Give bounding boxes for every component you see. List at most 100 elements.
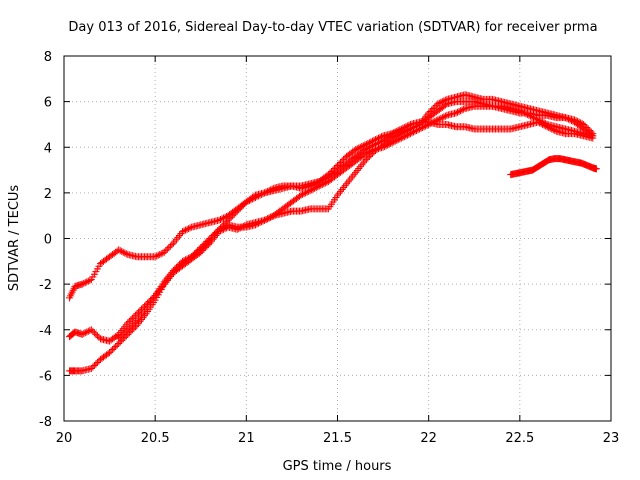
data-point: [180, 257, 188, 265]
data-point: [162, 247, 170, 255]
data-point: [259, 217, 267, 225]
data-point: [247, 196, 255, 204]
data-point: [229, 212, 237, 220]
data-point: [335, 189, 343, 197]
data-point: [221, 219, 229, 227]
data-point: [133, 310, 141, 318]
data-point: [343, 180, 351, 188]
data-point: [353, 145, 361, 153]
data-point: [349, 172, 357, 180]
data-point: [267, 186, 275, 194]
data-point: [264, 215, 272, 223]
data-point: [81, 279, 89, 287]
data-point: [352, 146, 360, 154]
data-point: [356, 143, 364, 151]
data-point: [253, 220, 261, 228]
data-point: [344, 178, 352, 186]
data-point: [244, 197, 252, 205]
data-point: [350, 170, 358, 178]
data-point: [577, 119, 585, 127]
data-points: [65, 91, 600, 375]
data-point: [575, 118, 583, 126]
data-point: [355, 144, 363, 152]
data-point: [93, 332, 101, 340]
data-point: [236, 204, 244, 212]
data-point: [78, 330, 86, 338]
data-point: [589, 130, 597, 138]
data-point: [200, 243, 208, 251]
data-point: [118, 332, 126, 340]
data-point: [122, 321, 130, 329]
data-point: [356, 163, 364, 171]
data-point: [251, 193, 259, 201]
data-point: [182, 256, 190, 264]
data-point: [256, 191, 264, 199]
data-point: [258, 218, 266, 226]
data-point: [361, 157, 369, 165]
data-point: [251, 221, 259, 229]
data-point: [166, 242, 174, 250]
series-E: [507, 155, 600, 179]
data-point: [197, 246, 205, 254]
data-point: [180, 227, 188, 235]
data-point: [245, 196, 253, 204]
data-point: [185, 225, 193, 233]
data-point: [250, 194, 258, 202]
x-tick-label: 20.5: [141, 431, 170, 446]
data-point: [232, 209, 240, 217]
data-point: [422, 122, 430, 130]
data-point: [125, 317, 133, 325]
data-point: [413, 122, 421, 130]
data-point: [235, 206, 243, 214]
data-point: [435, 115, 443, 123]
data-point: [124, 326, 132, 334]
data-point: [434, 116, 442, 124]
data-point: [537, 117, 545, 125]
data-point: [80, 330, 88, 338]
data-point: [352, 168, 360, 176]
data-point: [227, 213, 235, 221]
data-point: [223, 218, 231, 226]
data-point: [183, 255, 191, 263]
data-point: [572, 117, 580, 125]
y-tick-label: 2: [44, 187, 52, 202]
data-point: [435, 99, 443, 107]
data-point: [367, 138, 375, 146]
data-point: [107, 347, 115, 355]
series-A: [65, 118, 597, 302]
data-point: [131, 311, 139, 319]
data-point: [248, 195, 256, 203]
data-point: [93, 358, 101, 366]
data-point: [324, 171, 332, 179]
x-axis-label: GPS time / hours: [283, 459, 392, 474]
data-point: [361, 150, 369, 158]
data-point: [542, 120, 550, 128]
y-tick-label: 4: [44, 141, 52, 156]
data-point: [330, 165, 338, 173]
data-point: [321, 179, 329, 187]
data-point: [375, 134, 383, 142]
data-point: [175, 231, 183, 239]
data-point: [86, 276, 94, 284]
data-point: [337, 187, 345, 195]
data-point: [340, 155, 348, 163]
data-point: [233, 207, 241, 215]
data-point: [217, 224, 225, 232]
data-point: [172, 235, 180, 243]
data-point: [365, 152, 373, 160]
data-point: [340, 184, 348, 192]
data-point: [423, 121, 431, 129]
data-point: [441, 112, 449, 120]
data-point: [169, 239, 177, 247]
data-point: [92, 330, 100, 338]
data-point: [254, 219, 262, 227]
data-point: [454, 108, 462, 116]
data-point: [81, 329, 89, 337]
data-point: [112, 342, 120, 350]
y-tick-label: 6: [44, 96, 52, 111]
data-point: [587, 128, 595, 136]
data-point: [119, 330, 127, 338]
data-point: [332, 163, 340, 171]
data-point: [428, 119, 436, 127]
data-point: [253, 193, 261, 201]
